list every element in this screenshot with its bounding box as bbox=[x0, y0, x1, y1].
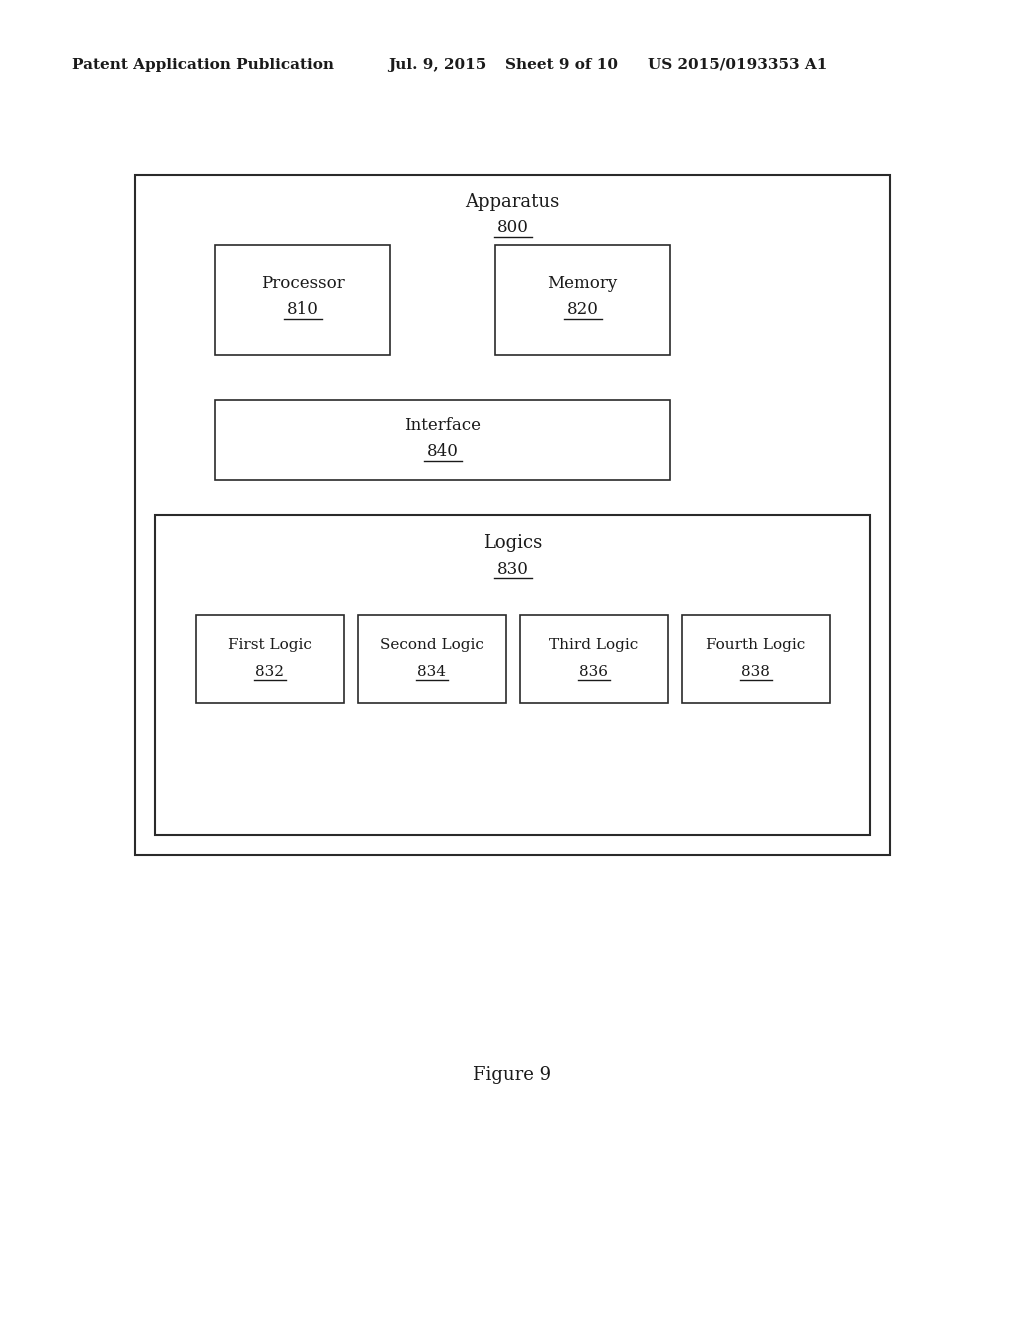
Text: 830: 830 bbox=[497, 561, 528, 578]
Text: Fourth Logic: Fourth Logic bbox=[706, 638, 805, 652]
Text: Logics: Logics bbox=[483, 535, 542, 552]
Bar bbox=[519, 615, 668, 704]
Bar bbox=[196, 615, 343, 704]
Text: 838: 838 bbox=[741, 665, 770, 678]
Text: Apparatus: Apparatus bbox=[465, 193, 560, 211]
Text: Patent Application Publication: Patent Application Publication bbox=[72, 58, 334, 73]
Text: Memory: Memory bbox=[548, 275, 617, 292]
Bar bbox=[495, 246, 670, 355]
Text: Figure 9: Figure 9 bbox=[473, 1067, 551, 1084]
Text: 834: 834 bbox=[417, 665, 446, 678]
Text: 836: 836 bbox=[579, 665, 608, 678]
Text: Interface: Interface bbox=[404, 417, 481, 433]
Text: First Logic: First Logic bbox=[227, 638, 311, 652]
Bar bbox=[155, 515, 870, 836]
Text: US 2015/0193353 A1: US 2015/0193353 A1 bbox=[648, 58, 827, 73]
Bar bbox=[357, 615, 506, 704]
Text: Processor: Processor bbox=[261, 275, 344, 292]
Text: Sheet 9 of 10: Sheet 9 of 10 bbox=[505, 58, 618, 73]
Text: 820: 820 bbox=[566, 301, 598, 318]
Text: Jul. 9, 2015: Jul. 9, 2015 bbox=[388, 58, 486, 73]
Text: 832: 832 bbox=[255, 665, 284, 678]
Bar bbox=[135, 176, 890, 855]
Text: 810: 810 bbox=[287, 301, 318, 318]
Text: 840: 840 bbox=[427, 444, 459, 461]
Bar bbox=[215, 246, 390, 355]
Bar bbox=[682, 615, 829, 704]
Bar bbox=[215, 400, 670, 480]
Text: Third Logic: Third Logic bbox=[549, 638, 638, 652]
Text: 800: 800 bbox=[497, 219, 528, 236]
Text: Second Logic: Second Logic bbox=[380, 638, 483, 652]
